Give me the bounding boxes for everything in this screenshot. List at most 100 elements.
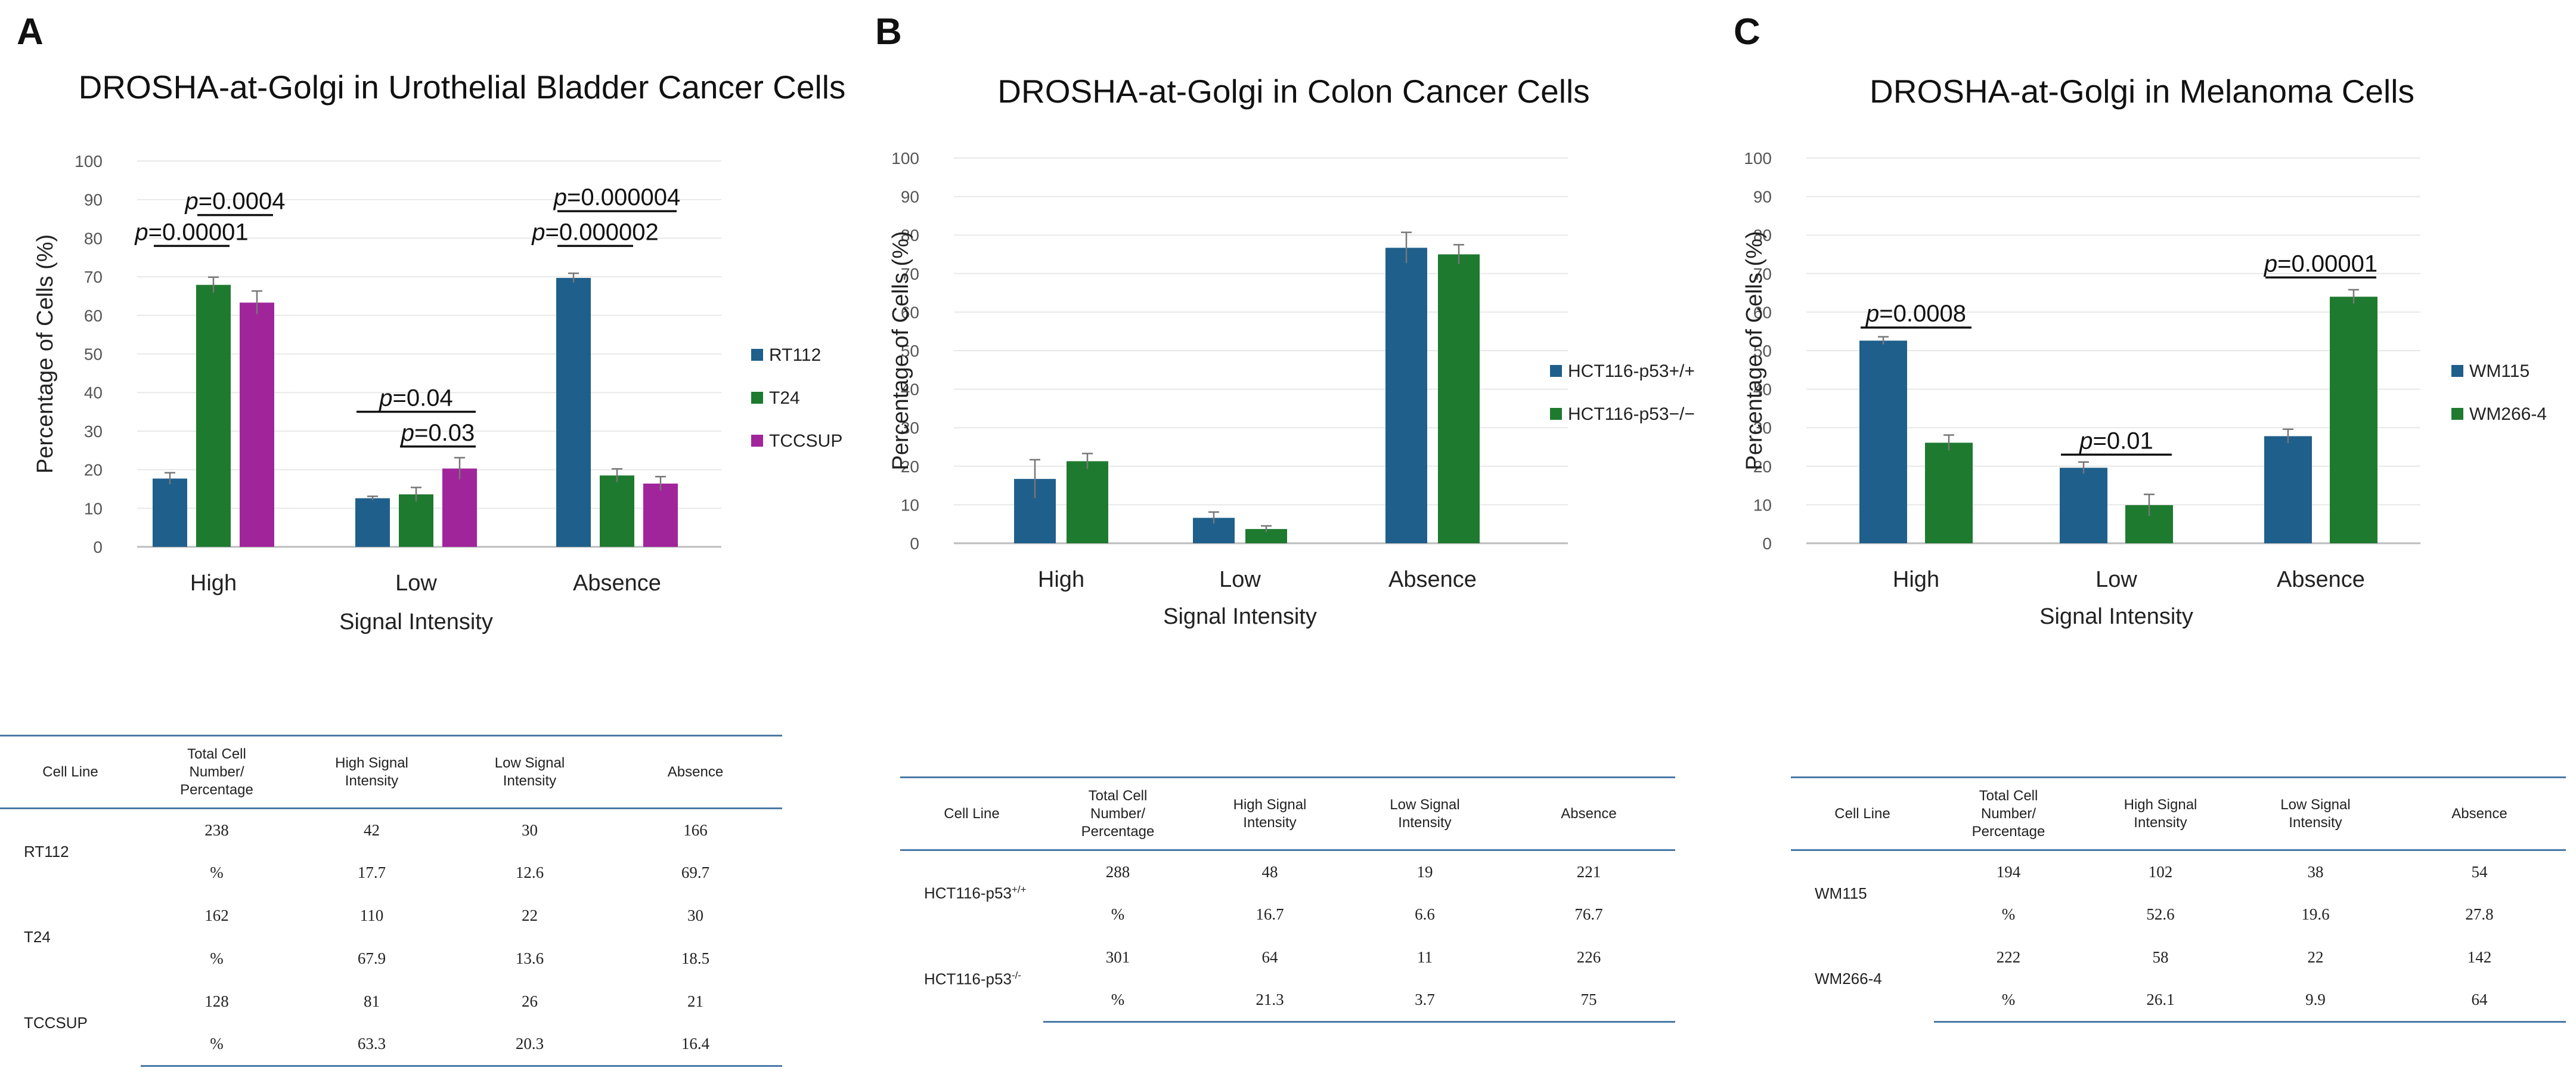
legend-swatch bbox=[751, 435, 763, 447]
table-cell: % bbox=[210, 949, 224, 967]
bar bbox=[240, 302, 274, 547]
y-tick-label: 60 bbox=[901, 303, 919, 321]
table-cell: 22 bbox=[2307, 948, 2324, 966]
table-cell: 26 bbox=[522, 992, 538, 1010]
table-cell: % bbox=[1934, 979, 2083, 1023]
cell-line-name: WM115 bbox=[1815, 884, 1867, 902]
y-tick-label: 60 bbox=[1753, 303, 1772, 321]
y-tick-label: 20 bbox=[1753, 457, 1772, 476]
y-tick-label: 20 bbox=[84, 461, 103, 479]
table-cell: 64 bbox=[2393, 979, 2566, 1023]
bar bbox=[442, 468, 477, 547]
table-cell: 288 bbox=[1105, 862, 1130, 881]
panel-letter: C bbox=[1734, 11, 1760, 52]
x-tick-label: Low bbox=[1219, 567, 1261, 592]
p-value-label: p=0.000004 bbox=[553, 184, 680, 211]
panel-letter: B bbox=[875, 11, 902, 52]
bar bbox=[2330, 296, 2377, 543]
table-header-row: Cell Line Total Cell Number/Percentage High… bbox=[900, 777, 1675, 851]
y-tick-label: 0 bbox=[910, 534, 919, 553]
p-value-label: p=0.0008 bbox=[1865, 301, 1966, 327]
bar bbox=[1438, 254, 1480, 543]
table-cell: 19 bbox=[1416, 862, 1433, 881]
table-row: HCT116-p53-/- 301 64 11 226 bbox=[900, 936, 1675, 988]
p-value-label: p=0.04 bbox=[379, 385, 452, 411]
table-cell: 194 bbox=[1996, 862, 2021, 881]
y-tick-label: 80 bbox=[901, 226, 919, 245]
table-row: % 21.3 3.7 75 bbox=[900, 979, 1675, 1023]
y-tick-label: 70 bbox=[901, 265, 919, 283]
table-cell: 81 bbox=[364, 992, 380, 1010]
x-tick-label: Low bbox=[2095, 567, 2137, 592]
chart-title: DROSHA-at-Golgi in Urothelial Bladder Ca… bbox=[79, 69, 846, 106]
table-cell: % bbox=[1111, 905, 1125, 923]
table-cell: 226 bbox=[1576, 948, 1601, 966]
table-header-row: Cell Line Total Cell Number/Percentage High… bbox=[0, 735, 782, 809]
table-cell: 17.7 bbox=[357, 864, 386, 881]
table-cell: 166 bbox=[683, 821, 708, 839]
p-value-label: p=0.00001 bbox=[2264, 250, 2377, 277]
y-tick-label: 30 bbox=[1753, 419, 1772, 437]
x-tick-label: High bbox=[190, 571, 237, 596]
bar bbox=[1245, 529, 1287, 543]
table-cell: 110 bbox=[359, 906, 384, 924]
column-header: Cell Line bbox=[0, 735, 141, 809]
y-tick-label: 50 bbox=[1753, 342, 1772, 360]
bar bbox=[196, 284, 231, 547]
x-tick-label: High bbox=[1038, 567, 1084, 592]
table-row: T24 162 110 22 30 bbox=[0, 895, 782, 946]
legend-swatch bbox=[2451, 365, 2463, 377]
table-cell: 48 bbox=[1261, 862, 1278, 881]
chart-title: DROSHA-at-Golgi in Melanoma Cells bbox=[1870, 73, 2414, 110]
table-cell: 11 bbox=[1417, 948, 1433, 966]
table-b: Cell Line Total Cell Number/Percentage High… bbox=[900, 776, 1675, 1023]
bar bbox=[2060, 468, 2107, 543]
table-cell: 38 bbox=[2307, 862, 2324, 881]
column-header: High Signal Intensity bbox=[1192, 777, 1347, 851]
column-header: Total Cell Number/Percentage bbox=[141, 735, 293, 809]
bar bbox=[556, 278, 591, 547]
y-tick-label: 100 bbox=[891, 149, 919, 168]
legend-label: T24 bbox=[769, 388, 800, 408]
y-tick-label: 90 bbox=[84, 191, 103, 209]
y-tick-label: 0 bbox=[93, 538, 103, 556]
table-header-row: Cell Line Total Cell Number/Percentage High… bbox=[1791, 777, 2566, 851]
bar bbox=[2264, 436, 2312, 543]
table-cell: % bbox=[1043, 979, 1192, 1023]
cell-line-name: HCT116-p53-/- bbox=[924, 969, 1021, 988]
table-cell: 222 bbox=[1996, 948, 2021, 966]
table-cell: 221 bbox=[1576, 862, 1601, 881]
legend-label: HCT116-p53+/+ bbox=[1568, 361, 1695, 381]
table-cell: 102 bbox=[2148, 862, 2173, 881]
column-header: Absence bbox=[2393, 777, 2566, 851]
y-axis-label: Percentage of Cells (%) bbox=[1742, 231, 1767, 470]
bar bbox=[153, 478, 187, 547]
p-value-label: p=0.0004 bbox=[185, 188, 286, 215]
table-cell: 67.9 bbox=[357, 949, 386, 967]
table-cell: 128 bbox=[204, 992, 229, 1010]
table-cell: 64 bbox=[1261, 948, 1278, 966]
column-header: Low Signal Intensity bbox=[451, 735, 609, 809]
table-cell: 75 bbox=[1502, 979, 1675, 1023]
legend-swatch bbox=[751, 392, 763, 404]
y-tick-label: 30 bbox=[84, 422, 103, 441]
table-cell: 238 bbox=[204, 821, 229, 839]
panel-letter: A bbox=[17, 11, 44, 52]
x-tick-label: Absence bbox=[1388, 567, 1477, 592]
table-row: % 26.1 9.9 64 bbox=[1791, 979, 2566, 1023]
chart-title: DROSHA-at-Golgi in Colon Cancer Cells bbox=[997, 73, 1589, 110]
column-header: Cell Line bbox=[1791, 777, 1934, 851]
legend-swatch bbox=[751, 349, 763, 361]
table-row: % 16.7 6.6 76.7 bbox=[900, 893, 1675, 936]
x-axis-label: Signal Intensity bbox=[1163, 604, 1317, 629]
panel-c: C DROSHA-at-Golgi in Melanoma Cells 0 10 20… bbox=[1717, 0, 2575, 1077]
table-cell: 58 bbox=[2152, 948, 2169, 966]
bar bbox=[355, 498, 390, 547]
p-value-label: p=0.01 bbox=[2079, 428, 2153, 454]
bar bbox=[600, 475, 634, 547]
table-cell: 54 bbox=[2471, 862, 2488, 881]
y-tick-label: 20 bbox=[901, 457, 919, 476]
table-cell: 12.6 bbox=[515, 864, 544, 881]
cell-line-name: HCT116-p53+/+ bbox=[924, 884, 1027, 903]
table-cell: 19.6 bbox=[2301, 905, 2330, 923]
